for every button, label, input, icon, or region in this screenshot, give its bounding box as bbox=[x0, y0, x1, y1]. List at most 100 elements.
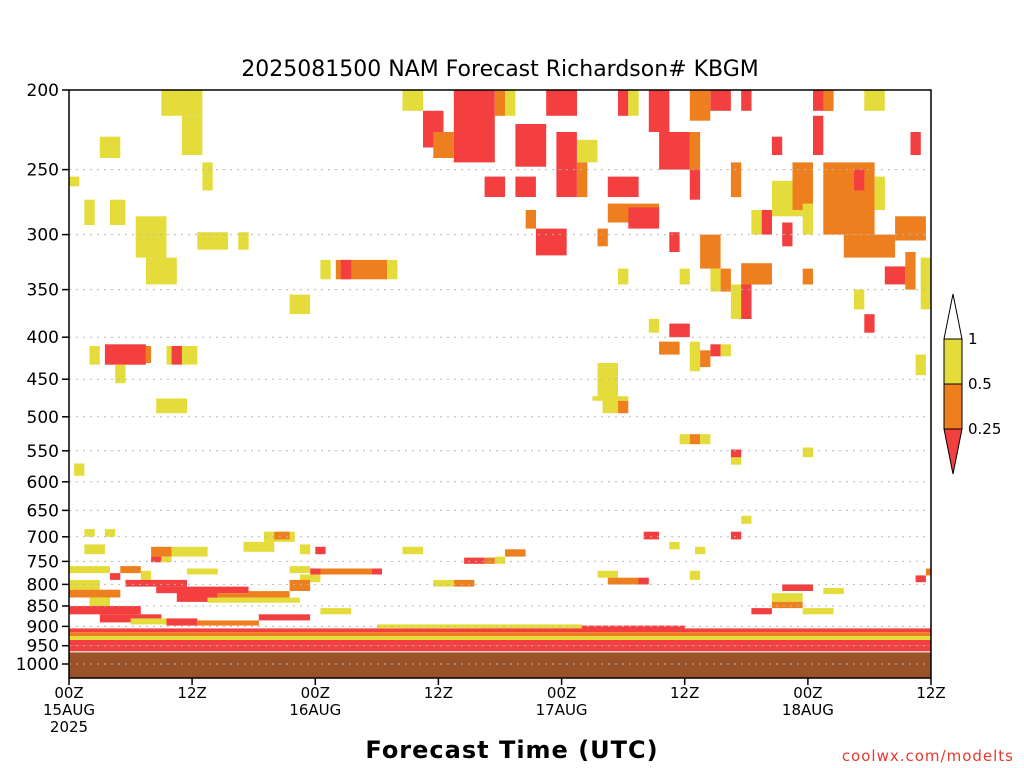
heatmap-cell bbox=[171, 346, 182, 365]
credit-text: coolwx.com/modelts bbox=[842, 747, 1014, 765]
heatmap-cell bbox=[104, 344, 146, 365]
heatmap-cell bbox=[720, 268, 731, 292]
x-tick-label: 12Z bbox=[177, 684, 206, 702]
heatmap-cell bbox=[771, 601, 803, 609]
x-tick-label: 00Z bbox=[547, 684, 576, 702]
heatmap-cell bbox=[577, 139, 598, 163]
heatmap-cell bbox=[659, 341, 680, 355]
x-tick-label: 18AUG bbox=[782, 701, 834, 719]
heatmap-cell bbox=[289, 566, 311, 574]
plot-frame bbox=[68, 89, 932, 679]
heatmap-cell bbox=[120, 566, 141, 574]
heatmap-cell bbox=[402, 90, 423, 111]
x-tick-label: 00Z bbox=[54, 684, 83, 702]
heatmap-cell bbox=[823, 90, 834, 111]
legend-swatch bbox=[943, 338, 963, 385]
heatmap-cell bbox=[140, 570, 152, 580]
heatmap-cell bbox=[556, 132, 577, 197]
heatmap-cell bbox=[782, 584, 813, 591]
heatmap-cell bbox=[730, 162, 742, 198]
heatmap-cell bbox=[505, 549, 526, 557]
heatmap-cell bbox=[181, 115, 203, 155]
heatmap-cell bbox=[217, 593, 259, 598]
heatmap-cell bbox=[69, 645, 931, 652]
x-tick-label: 2025 bbox=[50, 718, 88, 736]
y-tick-label: 900 bbox=[27, 617, 59, 637]
heatmap-cell bbox=[618, 90, 629, 116]
heatmap-cell bbox=[535, 228, 567, 256]
y-tick-label: 500 bbox=[27, 408, 59, 428]
y-tick-label: 650 bbox=[27, 501, 59, 521]
y-tick-label: 700 bbox=[27, 528, 59, 548]
heatmap-cell bbox=[761, 210, 772, 235]
heatmap-cell bbox=[730, 455, 742, 465]
heatmap-cell bbox=[741, 515, 752, 524]
heatmap-cell bbox=[274, 531, 290, 540]
heatmap-cell bbox=[433, 579, 454, 587]
heatmap-cell bbox=[515, 176, 536, 197]
heatmap-cell bbox=[135, 216, 167, 258]
heatmap-cell bbox=[146, 257, 177, 285]
y-tick-label: 250 bbox=[27, 161, 59, 181]
y-tick-label: 800 bbox=[27, 575, 59, 595]
heatmap-cell bbox=[181, 546, 208, 557]
heatmap-cell bbox=[741, 90, 752, 111]
x-tick-label: 17AUG bbox=[536, 701, 588, 719]
heatmap-cell bbox=[823, 588, 844, 595]
heatmap-cell bbox=[299, 544, 311, 555]
x-tick-label: 00Z bbox=[793, 684, 822, 702]
heatmap-cell bbox=[689, 169, 701, 200]
y-tick-label: 950 bbox=[27, 637, 59, 657]
heatmap-cell bbox=[69, 176, 80, 187]
legend-label: 1 bbox=[968, 330, 978, 348]
heatmap-cell bbox=[161, 90, 203, 116]
heatmap-cell bbox=[618, 400, 629, 414]
heatmap-cell bbox=[792, 162, 813, 210]
heatmap-cell bbox=[669, 232, 680, 252]
heatmap-cell bbox=[146, 346, 152, 363]
heatmap-cell bbox=[874, 176, 885, 210]
y-tick-label: 600 bbox=[27, 473, 59, 493]
heatmap-cell bbox=[238, 232, 249, 250]
y-axis: 200 250 300 350 400 450 500 550 600 650 700 750 8008… bbox=[16, 81, 69, 675]
heatmap-cell bbox=[597, 570, 618, 578]
heatmap-cell bbox=[741, 263, 772, 285]
heatmap-cell bbox=[484, 176, 506, 197]
y-tick-label: 850 bbox=[27, 597, 59, 617]
heatmap-cell bbox=[689, 341, 701, 372]
heatmap-cell bbox=[592, 396, 629, 401]
heatmap-cell bbox=[69, 636, 931, 640]
heatmap-cell bbox=[751, 608, 772, 615]
legend-swatch bbox=[943, 293, 963, 340]
heatmap-cell bbox=[823, 162, 875, 235]
heatmap-cell bbox=[813, 115, 824, 155]
legend-swatch bbox=[943, 428, 963, 475]
heatmap-cell bbox=[494, 556, 506, 564]
heatmap-cell bbox=[802, 608, 834, 615]
heatmap-cell bbox=[387, 259, 398, 280]
heatmap-cell bbox=[433, 132, 454, 158]
heatmap-cell bbox=[320, 608, 352, 615]
heatmap-cell bbox=[895, 216, 926, 241]
heatmap-cell bbox=[464, 557, 485, 564]
heatmap-cell bbox=[151, 546, 172, 557]
heatmap-cell bbox=[695, 546, 706, 555]
heatmap-cell bbox=[207, 597, 300, 603]
chart-title: 2025081500 NAM Forecast Richardson# KBGM bbox=[241, 57, 759, 82]
heatmap-cell bbox=[802, 268, 813, 285]
heatmap-cell bbox=[156, 398, 187, 414]
heatmap-cell bbox=[864, 90, 885, 111]
heatmap-cell bbox=[84, 544, 105, 555]
legend-swatch bbox=[943, 383, 963, 430]
heatmap-cell bbox=[515, 124, 547, 167]
heatmap-cell bbox=[628, 90, 639, 116]
heatmap-cell bbox=[453, 90, 495, 163]
heatmap-cell bbox=[618, 268, 629, 285]
legend: 1 0.5 0.25 bbox=[943, 293, 1001, 475]
heatmap-cell bbox=[679, 434, 690, 445]
heatmap-cell bbox=[69, 566, 110, 574]
heatmap-cell bbox=[597, 363, 618, 401]
heatmap-cell bbox=[905, 252, 916, 290]
heatmap-cell bbox=[176, 591, 218, 602]
